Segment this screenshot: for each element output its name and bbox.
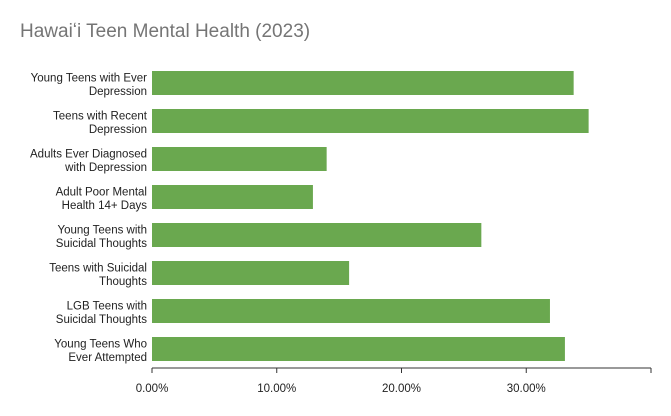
category-label-1: Teens with Recent Depression [53, 111, 148, 137]
category-label-5: Teens with Suicidal Thoughts [49, 263, 147, 289]
x-tick-label-1: 10.00% [257, 383, 296, 395]
category-label-6-line-1: Suicidal Thoughts [56, 314, 147, 326]
category-label-7: Young Teens Who Ever Attempted [54, 339, 147, 365]
bar-4 [152, 223, 482, 247]
category-label-0: Young Teens with Ever Depression [31, 73, 148, 99]
category-label-1-line-1: Depression [89, 124, 147, 136]
category-label-3: Adult Poor Mental Health 14+ Days [56, 187, 148, 213]
category-label-7-line-0: Young Teens Who [54, 339, 147, 351]
category-label-6-line-0: LGB Teens with [67, 301, 147, 313]
category-label-2-line-1: with Depression [64, 162, 147, 174]
category-label-2-line-0: Adults Ever Diagnosed [30, 149, 147, 161]
bar-3 [152, 185, 313, 209]
x-tick-label-3: 30.00% [507, 383, 546, 395]
bar-2 [152, 147, 327, 171]
category-label-4-line-1: Suicidal Thoughts [56, 238, 147, 250]
category-label-7-line-1: Ever Attempted [68, 352, 147, 364]
category-label-5-line-1: Thoughts [99, 276, 147, 288]
bar-5 [152, 261, 350, 285]
bar-6 [152, 299, 550, 323]
bar-1 [152, 109, 589, 133]
bar-0 [152, 71, 574, 95]
category-label-0-line-1: Depression [89, 86, 147, 98]
category-label-2: Adults Ever Diagnosed with Depression [30, 149, 147, 175]
category-label-6: LGB Teens with Suicidal Thoughts [56, 301, 147, 327]
bar-7 [152, 337, 565, 361]
category-label-4: Young Teens with Suicidal Thoughts [56, 225, 147, 251]
x-tick-label-2: 20.00% [382, 383, 421, 395]
category-label-5-line-0: Teens with Suicidal [49, 263, 147, 275]
category-label-0-line-0: Young Teens with Ever [31, 73, 148, 85]
chart-title: Hawaiʻi Teen Mental Health (2023) [20, 21, 311, 42]
x-tick-label-0: 0.00% [136, 383, 169, 395]
category-label-4-line-0: Young Teens with [57, 225, 147, 237]
category-label-1-line-0: Teens with Recent [53, 111, 148, 123]
category-label-3-line-0: Adult Poor Mental [56, 187, 147, 199]
category-label-3-line-1: Health 14+ Days [62, 200, 148, 212]
